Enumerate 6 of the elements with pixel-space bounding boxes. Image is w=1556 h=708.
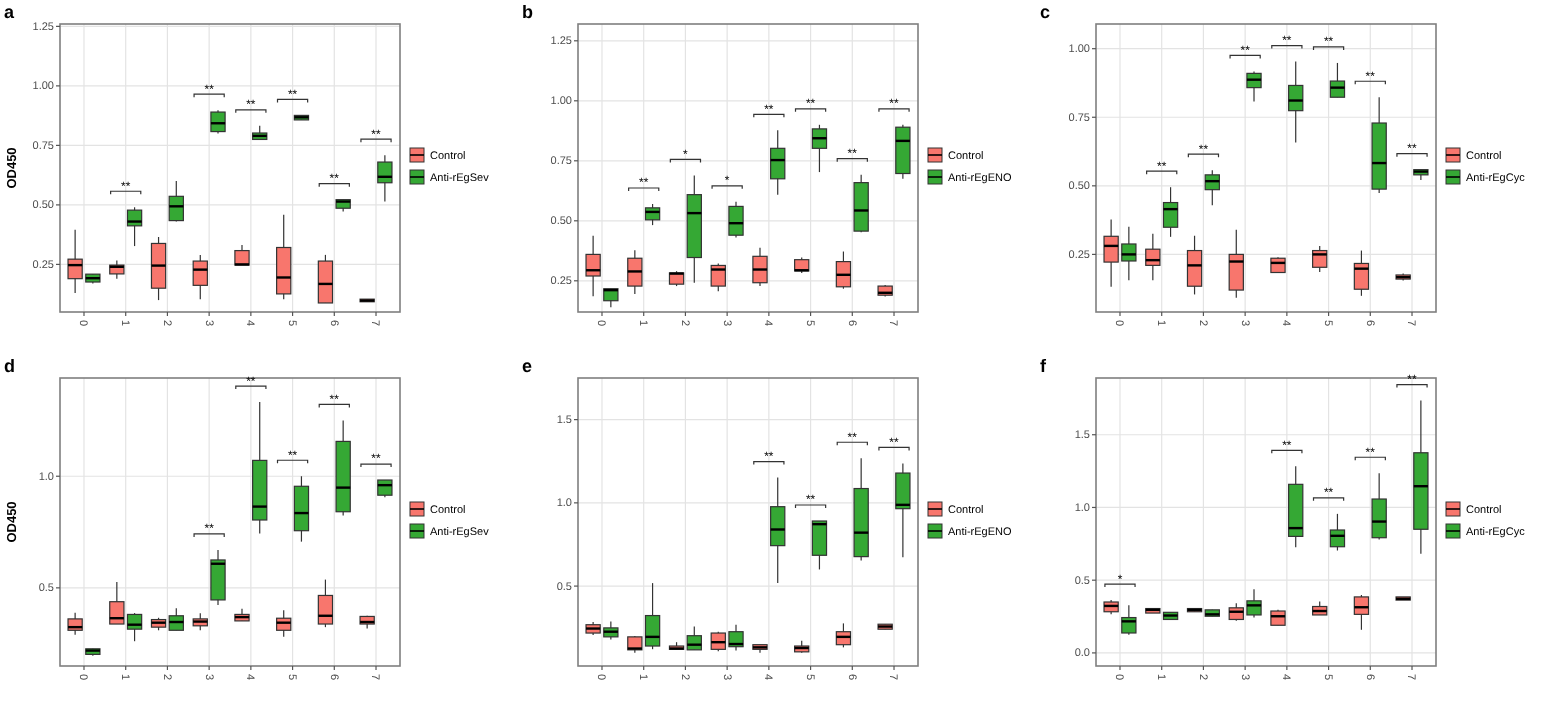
chart-title: b [522, 2, 534, 22]
chart-title: f [1040, 356, 1048, 376]
chart-title: d [4, 356, 15, 376]
chart-title: e [522, 356, 533, 376]
chart-title: a [4, 2, 16, 22]
chart-title: c [1040, 2, 1051, 22]
